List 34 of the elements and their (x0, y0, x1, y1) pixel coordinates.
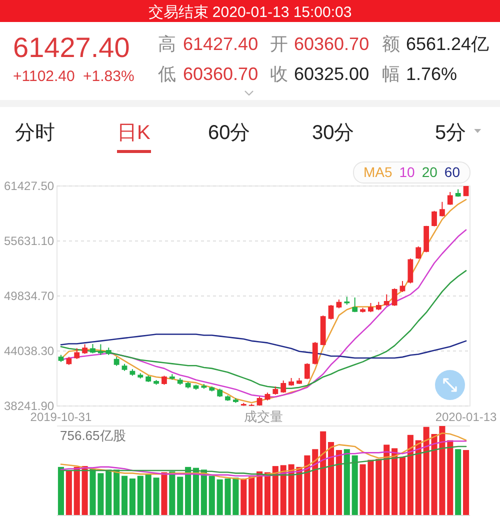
annotation: +1.83% (83, 68, 134, 85)
title: 成交量 (244, 409, 283, 424)
annotation: 756.65亿股 (60, 428, 126, 443)
annotation: 幅 (382, 64, 400, 84)
legend-label: 10 (399, 164, 415, 180)
annotation: 6561.24亿 (406, 34, 490, 54)
legend-label: 60 (444, 164, 460, 180)
title: 交易结束 2020-01-13 15:00:03 (148, 4, 352, 21)
annotation: 60分 (208, 122, 250, 144)
y-tick-label: 38241.90 (4, 399, 54, 413)
y-tick-label: 55631.10 (4, 234, 54, 248)
annotation: 低 (158, 64, 176, 84)
x-tick-label: 2019-10-31 (30, 410, 92, 424)
annotation: 30分 (312, 122, 354, 144)
annotation: 60360.70 (183, 64, 258, 84)
y-tick-label: 61427.50 (4, 179, 54, 193)
annotation: 60360.70 (294, 34, 370, 54)
annotation: 日K (117, 122, 150, 144)
annotation: 收 (270, 64, 288, 84)
y-tick-label: 49834.70 (4, 289, 54, 303)
annotation: +1102.40 (13, 68, 75, 85)
annotation: 额 (382, 34, 400, 54)
x-tick-label: 2020-01-13 (435, 410, 497, 424)
annotation: 开 (270, 34, 288, 54)
annotation: 1.76% (406, 64, 458, 84)
annotation: 高 (158, 34, 176, 54)
y-tick-label: 44038.30 (4, 344, 54, 358)
legend-label: 20 (422, 164, 438, 180)
annotation: 61427.40 (13, 32, 130, 63)
annotation: 61427.40 (183, 34, 258, 54)
annotation: 5分 (435, 122, 466, 144)
annotation: 60325.00 (294, 64, 370, 84)
legend-label: MA5 (363, 164, 392, 180)
annotation: 分时 (15, 122, 55, 144)
